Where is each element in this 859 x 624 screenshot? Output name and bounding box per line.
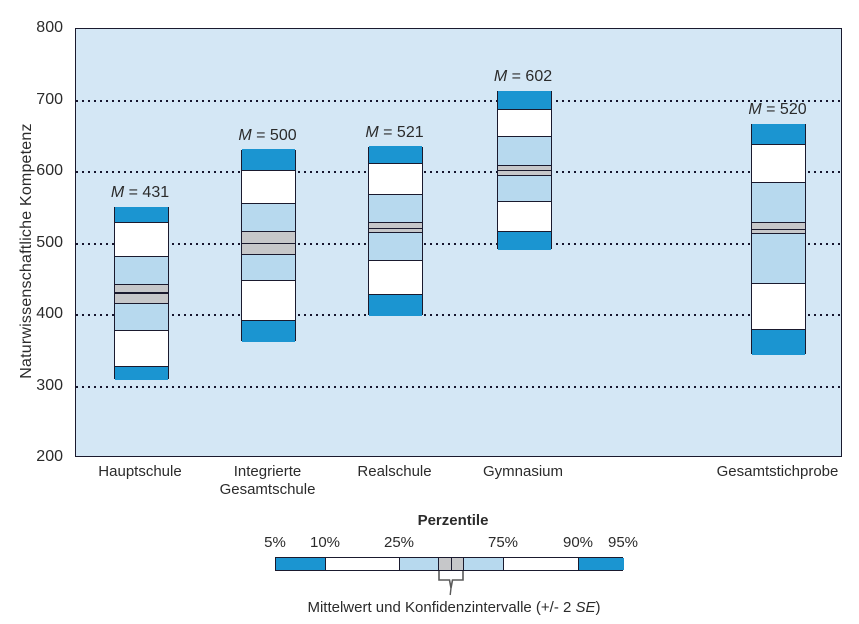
plot-area	[75, 28, 842, 457]
bar-segment	[497, 135, 551, 167]
x-category-label: Gymnasium	[482, 463, 564, 480]
mean-label: M = 520	[748, 101, 807, 119]
mean-line	[369, 227, 422, 230]
caption-close: )	[595, 599, 601, 616]
percentile-bar-1	[113, 206, 169, 381]
bar-segment	[752, 232, 805, 285]
bar-segment	[242, 170, 295, 205]
mean-line	[242, 242, 295, 245]
legend-bar	[275, 557, 624, 571]
legend-segment	[324, 558, 400, 570]
y-tick-label-200: 200	[36, 448, 63, 465]
bar-segment	[752, 222, 805, 235]
bar-segment	[369, 260, 422, 296]
legend-percent-label: 90%	[562, 534, 594, 551]
legend-segment	[577, 558, 624, 570]
legend-segment	[437, 558, 464, 570]
mean-line	[752, 228, 805, 230]
legend-segment	[398, 558, 439, 570]
bar-segment	[114, 283, 168, 305]
legend-percent-label: 5%	[264, 534, 286, 551]
bar-segment	[369, 294, 422, 316]
bar-segment	[752, 283, 805, 330]
bar-segment	[114, 365, 168, 381]
grid-line-700	[76, 99, 841, 102]
percentile-bar-2	[241, 149, 296, 343]
legend-segment	[502, 558, 579, 570]
bar-segment	[369, 146, 422, 163]
grid-line-300	[76, 385, 841, 388]
bar-segment	[369, 194, 422, 224]
legend-segment	[276, 558, 326, 570]
bar-segment	[369, 232, 422, 262]
y-tick-label-800: 800	[36, 19, 63, 36]
mean-line	[114, 292, 168, 294]
bar-segment	[752, 182, 805, 224]
bar-segment	[242, 253, 295, 282]
mean-label: M = 521	[365, 123, 424, 141]
caption-text: Mittelwert und Konfidenzintervalle (+/- …	[307, 599, 576, 616]
mean-label: M = 431	[110, 184, 170, 202]
bar-segment	[497, 90, 551, 109]
mean-label: M = 602	[493, 68, 553, 86]
legend-segment	[462, 558, 504, 570]
caption-se-italic: SE	[575, 599, 596, 616]
bar-segment	[242, 149, 295, 171]
mean-label: M = 500	[238, 126, 297, 144]
percentile-bar-3	[368, 146, 423, 316]
bar-segment	[369, 162, 422, 196]
bar-segment	[242, 280, 295, 322]
y-tick-label-400: 400	[36, 305, 63, 322]
bar-segment	[114, 303, 168, 331]
bar-segment	[752, 123, 805, 145]
bar-segment	[497, 230, 551, 250]
bar-segment	[497, 108, 551, 137]
ci-bracket-icon	[438, 571, 464, 596]
bar-segment	[752, 144, 805, 184]
bar-segment	[114, 255, 168, 285]
grid-line-500	[76, 242, 841, 245]
x-category-label: Integrierte Gesamtschule	[219, 463, 316, 498]
y-axis-title: Naturwissenschaftliche Kompetenz	[18, 123, 35, 379]
bar-segment	[497, 175, 551, 202]
y-tick-label-500: 500	[36, 233, 63, 251]
legend-percent-label: 10%	[309, 534, 341, 551]
bar-segment	[242, 230, 295, 255]
x-category-label: Realschule	[357, 463, 432, 480]
legend-title: Perzentile	[417, 512, 489, 529]
grid-line-600	[76, 171, 841, 173]
bar-segment	[114, 329, 168, 368]
y-tick-label-600: 600	[36, 162, 63, 179]
grid-line-400	[76, 314, 841, 316]
legend-percent-label: 75%	[487, 534, 519, 551]
x-category-label: Hauptschule	[98, 463, 182, 480]
legend-percent-label: 95%	[607, 534, 639, 551]
bar-segment	[242, 320, 295, 343]
bar-segment	[114, 221, 168, 258]
chart-caption: Mittelwert und Konfidenzintervalle (+/- …	[274, 599, 634, 616]
y-tick-label-700: 700	[36, 90, 63, 108]
bar-segment	[242, 202, 295, 233]
legend-percent-label: 25%	[383, 534, 415, 551]
percentile-bar-4	[496, 90, 552, 250]
y-tick-label-300: 300	[36, 376, 63, 394]
bar-segment	[369, 222, 422, 234]
mean-line	[497, 170, 551, 172]
bar-segment	[114, 206, 168, 222]
x-category-label: Gesamtstichprobe	[716, 463, 839, 480]
bar-segment	[497, 200, 551, 233]
bar-segment	[752, 328, 805, 356]
legend-mean-line	[451, 558, 453, 570]
percentile-bar-5	[751, 123, 806, 356]
